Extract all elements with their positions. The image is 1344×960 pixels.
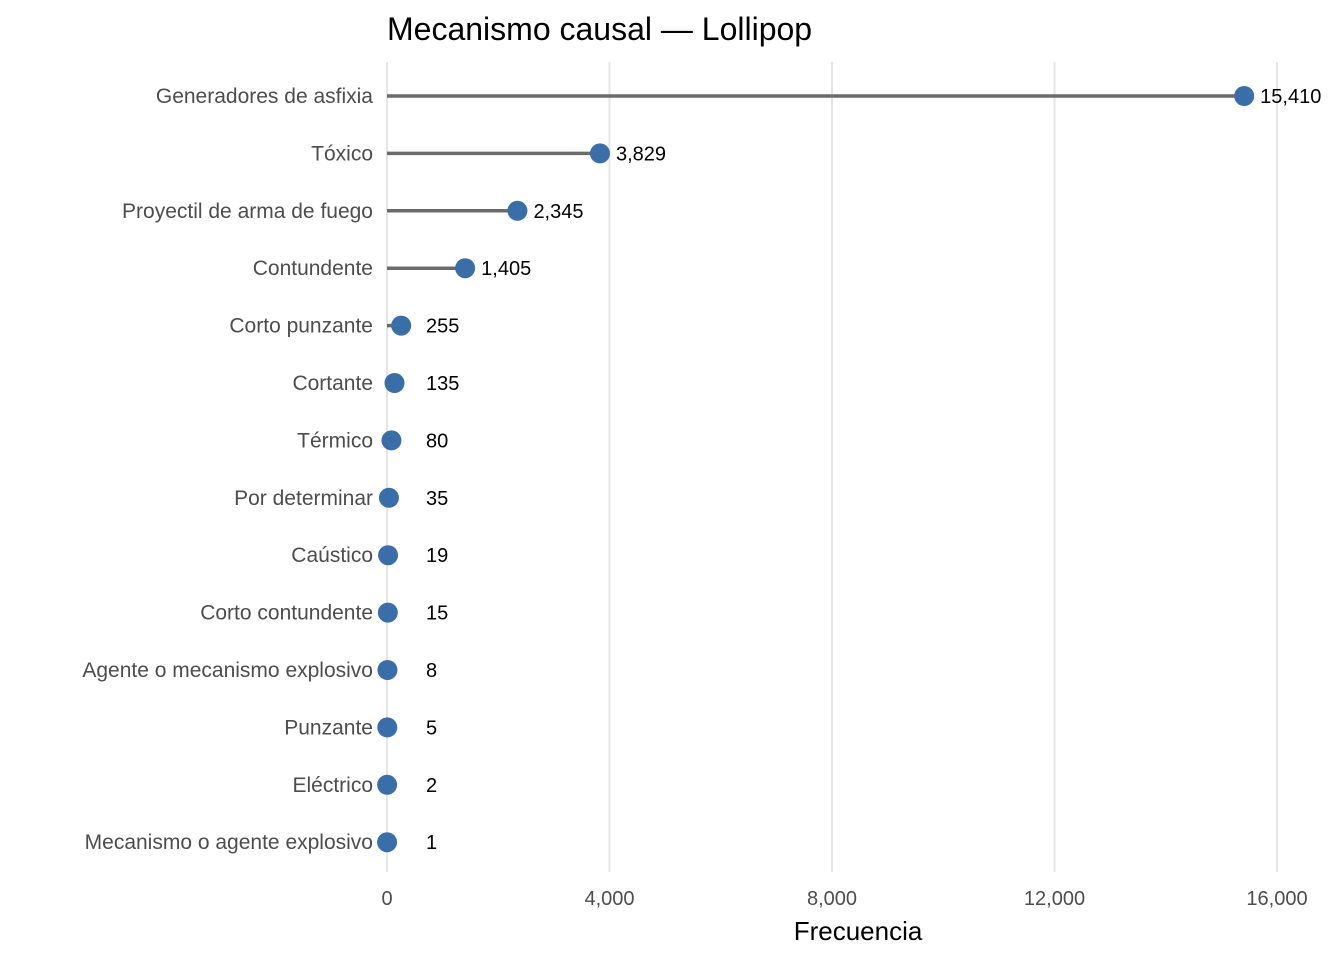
- category-label: Eléctrico: [292, 774, 373, 797]
- data-point: [377, 602, 398, 623]
- value-label: 35: [426, 488, 448, 510]
- data-point: [507, 200, 528, 221]
- data-point: [378, 545, 399, 566]
- x-tick-label: 12,000: [1024, 888, 1085, 910]
- category-label: Punzante: [284, 716, 373, 739]
- category-label: Caústico: [291, 544, 373, 567]
- category-label: Agente o mecanismo explosivo: [82, 659, 373, 682]
- points: [377, 86, 1255, 853]
- grid-lines: [386, 62, 1278, 872]
- data-point: [378, 487, 399, 508]
- category-label: Proyectil de arma de fuego: [122, 200, 373, 223]
- value-label: 80: [426, 430, 448, 452]
- data-point: [377, 717, 398, 738]
- category-labels: Generadores de asfixia Tóxico Proyectil de…: [82, 85, 373, 854]
- category-label: Generadores de asfixia: [156, 85, 373, 108]
- chart-title: Mecanismo causal — Lollipop: [387, 11, 812, 47]
- value-label: 135: [426, 373, 459, 395]
- category-label: Tóxico: [311, 142, 373, 165]
- value-label: 2,345: [533, 201, 583, 223]
- data-point: [391, 315, 412, 336]
- category-label: Corto punzante: [229, 315, 373, 338]
- value-label: 255: [426, 316, 459, 338]
- category-label: Contundente: [253, 257, 373, 280]
- x-tick-label: 4,000: [584, 888, 634, 910]
- value-label: 15,410: [1260, 86, 1321, 108]
- x-tick-label: 16,000: [1246, 888, 1307, 910]
- x-axis-title: Frecuencia: [794, 916, 923, 946]
- value-labels: 15,410 3,829 2,345 1,405 255 135 80 35 19 15 8 5 2 1: [426, 86, 1321, 854]
- value-label: 3,829: [616, 143, 666, 165]
- category-label: Por determinar: [234, 487, 373, 510]
- category-label: Mecanismo o agente explosivo: [85, 831, 373, 854]
- data-point: [384, 373, 405, 393]
- value-label: 19: [426, 545, 448, 567]
- value-label: 8: [426, 660, 437, 682]
- x-tick-labels: 0 4,000 8,000 12,000 16,000: [381, 888, 1307, 910]
- category-label: Térmico: [297, 429, 373, 452]
- x-tick-label: 8,000: [807, 888, 857, 910]
- value-label: 5: [426, 717, 437, 739]
- category-label: Corto contundente: [200, 602, 373, 625]
- value-label: 2: [426, 775, 437, 797]
- data-point: [589, 143, 610, 164]
- data-point: [377, 832, 398, 853]
- data-point: [455, 258, 476, 279]
- value-label: 1,405: [481, 258, 531, 280]
- x-tick-label: 0: [381, 888, 392, 910]
- data-point: [1234, 86, 1255, 106]
- data-point: [377, 660, 398, 680]
- data-point: [381, 430, 402, 451]
- value-label: 15: [426, 603, 448, 625]
- category-label: Cortante: [292, 372, 373, 395]
- value-label: 1: [426, 832, 437, 854]
- data-point: [377, 774, 398, 795]
